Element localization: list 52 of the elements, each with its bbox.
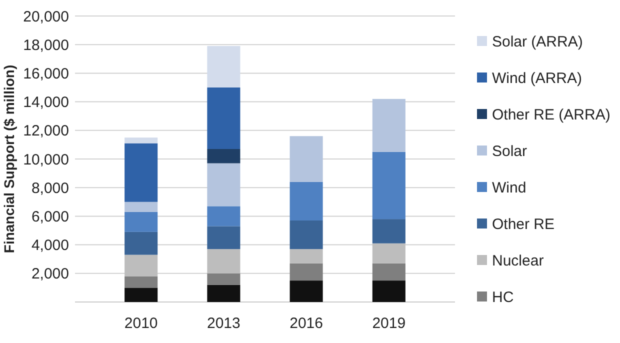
bar <box>124 143 158 202</box>
bar <box>207 163 240 206</box>
y-tick-label: 14,000 <box>23 94 69 112</box>
bar <box>207 273 240 285</box>
bar <box>124 232 158 255</box>
bar <box>290 220 323 250</box>
bar <box>372 219 406 244</box>
x-tick-label: 2013 <box>207 315 240 332</box>
y-tick-label: 2,000 <box>31 266 69 283</box>
legend-label: Solar (ARRA) <box>492 33 583 50</box>
x-tick-label: 2010 <box>124 315 158 332</box>
bar <box>124 276 158 288</box>
bar <box>290 249 323 264</box>
x-tick-label: 2016 <box>290 315 323 332</box>
bar <box>124 254 158 276</box>
legend-label: Other RE <box>492 216 555 233</box>
legend-label: Wind (ARRA) <box>492 70 582 87</box>
legend-label: Wind <box>492 179 526 196</box>
y-tick-label: 18,000 <box>23 36 69 54</box>
bar <box>207 284 240 302</box>
legend-label: Other RE (ARRA) <box>492 106 610 124</box>
bar <box>207 46 240 88</box>
y-tick-label: 4,000 <box>31 237 69 254</box>
y-axis-title: Financial Support ($ million) <box>1 64 17 254</box>
bar <box>290 182 323 220</box>
bar <box>372 98 406 152</box>
legend-label: Solar <box>492 142 528 160</box>
bar <box>207 148 240 164</box>
bar <box>372 280 406 302</box>
y-tick-label: 10,000 <box>23 151 69 168</box>
bar <box>290 136 323 182</box>
y-tick-label: 20,000 <box>23 8 69 26</box>
bar <box>372 243 406 264</box>
x-tick-label: 2019 <box>372 315 406 332</box>
bar <box>124 212 158 232</box>
legend-label: HC <box>492 288 514 306</box>
bar <box>207 206 240 226</box>
y-tick-label: 6,000 <box>31 208 69 226</box>
bar <box>207 249 240 274</box>
bar <box>124 288 158 302</box>
bar <box>290 280 323 302</box>
y-tick-label: 12,000 <box>23 122 69 140</box>
bar <box>124 202 158 212</box>
y-tick-label: 16,000 <box>23 65 69 82</box>
bar <box>372 152 406 220</box>
bar <box>124 138 158 144</box>
y-tick-label: 8,000 <box>31 180 69 197</box>
bar <box>207 226 240 250</box>
bar <box>290 263 323 281</box>
legend-label: Nuclear <box>492 252 544 270</box>
bar <box>207 88 240 149</box>
bar <box>372 263 406 281</box>
